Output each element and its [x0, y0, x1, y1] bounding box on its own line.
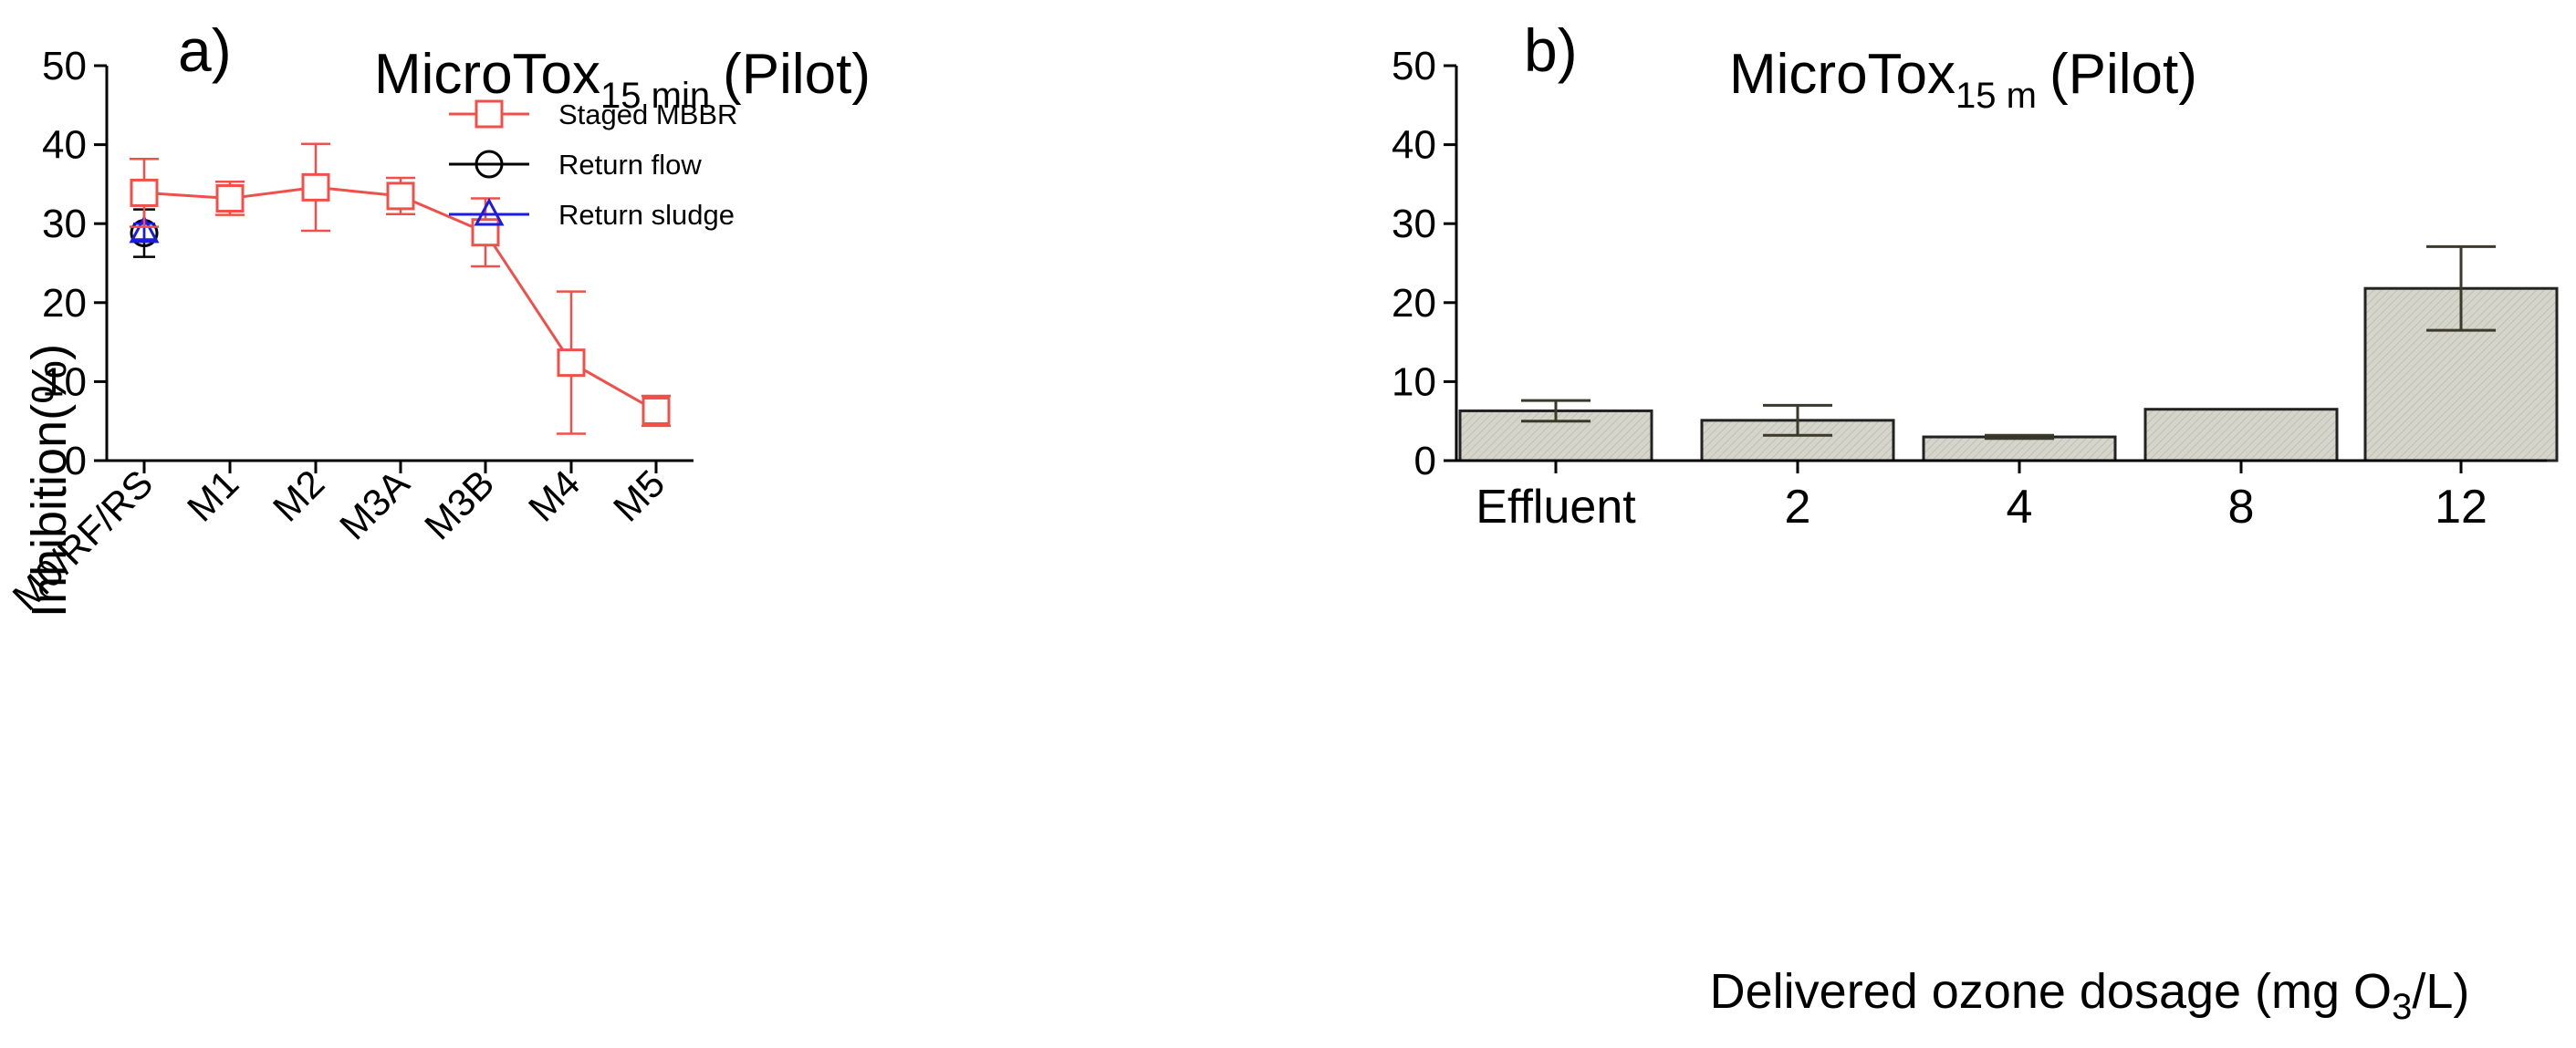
panel-a-title-subscript: 15 min [600, 76, 710, 116]
panel-b-x-tick-label: 12 [2435, 481, 2487, 534]
panel-b-x-tick-label: 4 [2007, 481, 2033, 534]
panel-a-title-suffix: (Pilot) [723, 43, 871, 106]
panel-a-point [130, 178, 159, 207]
panel-a-y-tick-label: 10 [42, 359, 87, 404]
panel-a-x-tick-label: M1 [179, 462, 247, 530]
panel-b-x-tick-label: Effluent [1476, 481, 1636, 534]
panel-a-legend-label: Return flow [558, 149, 702, 181]
panel-b-title-suffix: (Pilot) [2049, 43, 2197, 106]
panel-b-x-axis-label-subscript: 3 [2392, 987, 2412, 1027]
panel-a-x-tick-label: M2 [265, 462, 333, 530]
panel-a-y-tick-label: 50 [42, 44, 87, 88]
panel-b-label: b) [1524, 16, 1578, 84]
panel-a-series-staged-mbbr [130, 142, 671, 435]
panel-b-title: MicroTox15 m (Pilot) [1729, 43, 2197, 116]
panel-b-x-axis-label-suffix: /L) [2412, 964, 2469, 1019]
panel-b-y-axis: 0 10 20 30 40 50 [1392, 44, 1458, 483]
panel-b-bar-group [1458, 399, 1653, 462]
panel-a-legend-entry: Return sludge [449, 197, 735, 231]
panel-b-y-tick-label: 0 [1414, 439, 1436, 483]
panel-b-x-axis-label: Delivered ozone dosage (mg O3/L) [1710, 964, 2470, 1027]
panel-a-y-tick-label: 40 [42, 123, 87, 168]
panel-b-title-main: MicroTox [1729, 43, 1955, 106]
panel-a-point [215, 183, 245, 213]
panel-a-point [641, 396, 671, 425]
panel-a-label: a) [178, 16, 232, 84]
panel-b-y-tick-label: 50 [1392, 44, 1436, 88]
panel-a-y-tick-label: 0 [65, 439, 87, 483]
panel-b-bar-group [2143, 408, 2339, 462]
panel-a-title: MicroTox15 min (Pilot) [374, 43, 871, 116]
panel-a-x-tick-label: M5 [605, 462, 673, 530]
panel-b-y-tick-label: 10 [1392, 359, 1436, 404]
panel-b-bar [1922, 435, 2117, 462]
panel-b-y-tick-label: 20 [1392, 281, 1436, 326]
panel-b-title-subscript: 15 m [1955, 76, 2037, 116]
panel-a-legend-marker [475, 99, 504, 129]
panel-a-legend: Staged MBBR Return flow Return sludge [449, 99, 737, 231]
panel-b-x-tick-label: 2 [1785, 481, 1811, 534]
panel-a-x-tick-label: M3A [331, 462, 417, 547]
panel-b-bar [2143, 408, 2339, 462]
panel-a-legend-label: Staged MBBR [558, 99, 737, 130]
panel-a-point [386, 182, 415, 211]
panel-a-x-tick-label: M3B [416, 462, 502, 547]
panel-b-y-tick-label: 30 [1392, 202, 1436, 246]
panel-a-series [129, 142, 671, 435]
panel-b-bars [1458, 244, 2559, 462]
panel-a-point [301, 172, 330, 202]
panel-a-point [129, 214, 160, 244]
panel-a-y-tick-label: 30 [42, 202, 87, 246]
panel-a-point [557, 348, 586, 378]
panel-a-y-axis: 0 10 20 30 40 50 [42, 44, 109, 483]
panel-b-y-tick-label: 40 [1392, 123, 1436, 168]
panel-b-bar-group [2363, 244, 2559, 462]
panel-a-legend-entry: Return flow [449, 149, 702, 181]
panel-a-y-tick-label: 20 [42, 281, 87, 326]
panel-a-legend-entry: Staged MBBR [449, 99, 737, 130]
panel-b-x-axis: Effluent 2 4 8 12 [1456, 459, 2547, 534]
panel-a-chart: a) MicroTox15 min (Pilot) Inhibition(%) 0… [5, 16, 871, 618]
panel-b-chart: b) MicroTox15 m (Pilot) Delivered ozone d… [1392, 16, 2559, 1027]
panel-b-x-tick-label: 8 [2228, 481, 2255, 534]
panel-a-x-tick-label: M4 [520, 462, 589, 530]
panel-a-legend-label: Return sludge [558, 199, 735, 231]
panel-b-x-axis-label-main: Delivered ozone dosage (mg O [1710, 964, 2392, 1019]
panel-a-legend-marker [474, 197, 505, 226]
panel-a-title-main: MicroTox [374, 43, 600, 106]
panel-b-bar-group [1700, 403, 1895, 462]
panel-a-y-axis-label: Inhibition(%) [22, 344, 77, 617]
panel-b-bar-group [1922, 433, 2117, 462]
panel-a-legend-marker [475, 150, 504, 179]
